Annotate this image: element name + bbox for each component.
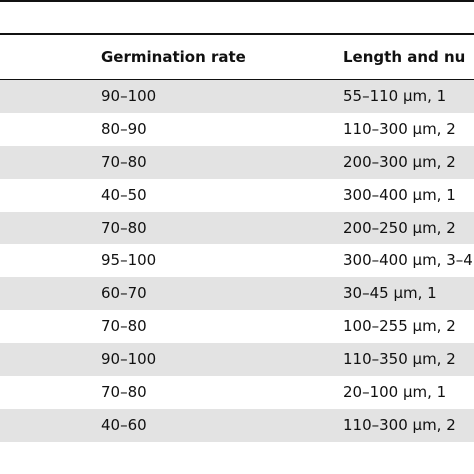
germination-rate-cell: 40–60	[101, 415, 147, 434]
table-row: 95–100 300–400 μm, 3–4	[0, 244, 474, 277]
top-rule	[0, 0, 474, 2]
header-top-rule	[0, 33, 474, 35]
table-row: 70–80 20–100 μm, 1	[0, 376, 474, 409]
column-header-length-and-number: Length and nu	[343, 48, 466, 66]
length-number-cell: 20–100 μm, 1	[343, 383, 447, 402]
length-number-cell: 200–300 μm, 2	[343, 152, 456, 171]
length-number-cell: 30–45 μm, 1	[343, 284, 437, 303]
germination-rate-cell: 80–90	[101, 119, 147, 138]
table-row: 40–60 110–300 μm, 2	[0, 408, 474, 442]
table-header-row: Germination rate Length and nu	[0, 35, 474, 79]
germination-rate-cell: 70–80	[101, 383, 147, 402]
germination-rate-cell: 70–80	[101, 317, 147, 336]
length-number-cell: 110–300 μm, 2	[343, 415, 456, 434]
germination-rate-cell: 95–100	[101, 251, 157, 270]
table-row: 70–80 200–300 μm, 2	[0, 145, 474, 179]
table-row: 80–90 110–300 μm, 2	[0, 113, 474, 146]
length-number-cell: 300–400 μm, 3–4	[343, 251, 473, 270]
length-number-cell: 110–350 μm, 2	[343, 350, 456, 369]
germination-rate-cell: 70–80	[101, 152, 147, 171]
germination-rate-cell: 70–80	[101, 218, 147, 237]
table-row: 90–100 110–350 μm, 2	[0, 343, 474, 377]
table-row: 70–80 200–250 μm, 2	[0, 211, 474, 245]
table-body: 90–100 55–110 μm, 1 80–90 110–300 μm, 2 …	[0, 80, 474, 442]
table-row: 60–70 30–45 μm, 1	[0, 277, 474, 311]
table-row: 40–50 300–400 μm, 1	[0, 179, 474, 212]
length-number-cell: 100–255 μm, 2	[343, 317, 456, 336]
length-number-cell: 55–110 μm, 1	[343, 87, 447, 105]
length-number-cell: 300–400 μm, 1	[343, 185, 456, 204]
header-bottom-rule	[0, 79, 474, 80]
length-number-cell: 110–300 μm, 2	[343, 119, 456, 138]
column-header-germination-rate: Germination rate	[101, 48, 246, 66]
length-number-cell: 200–250 μm, 2	[343, 218, 456, 237]
germination-rate-cell: 90–100	[101, 350, 157, 369]
germination-rate-cell: 40–50	[101, 185, 147, 204]
germination-rate-cell: 90–100	[101, 87, 157, 105]
table-row: 90–100 55–110 μm, 1	[0, 80, 474, 113]
table-row: 70–80 100–255 μm, 2	[0, 310, 474, 343]
germination-rate-cell: 60–70	[101, 284, 147, 303]
